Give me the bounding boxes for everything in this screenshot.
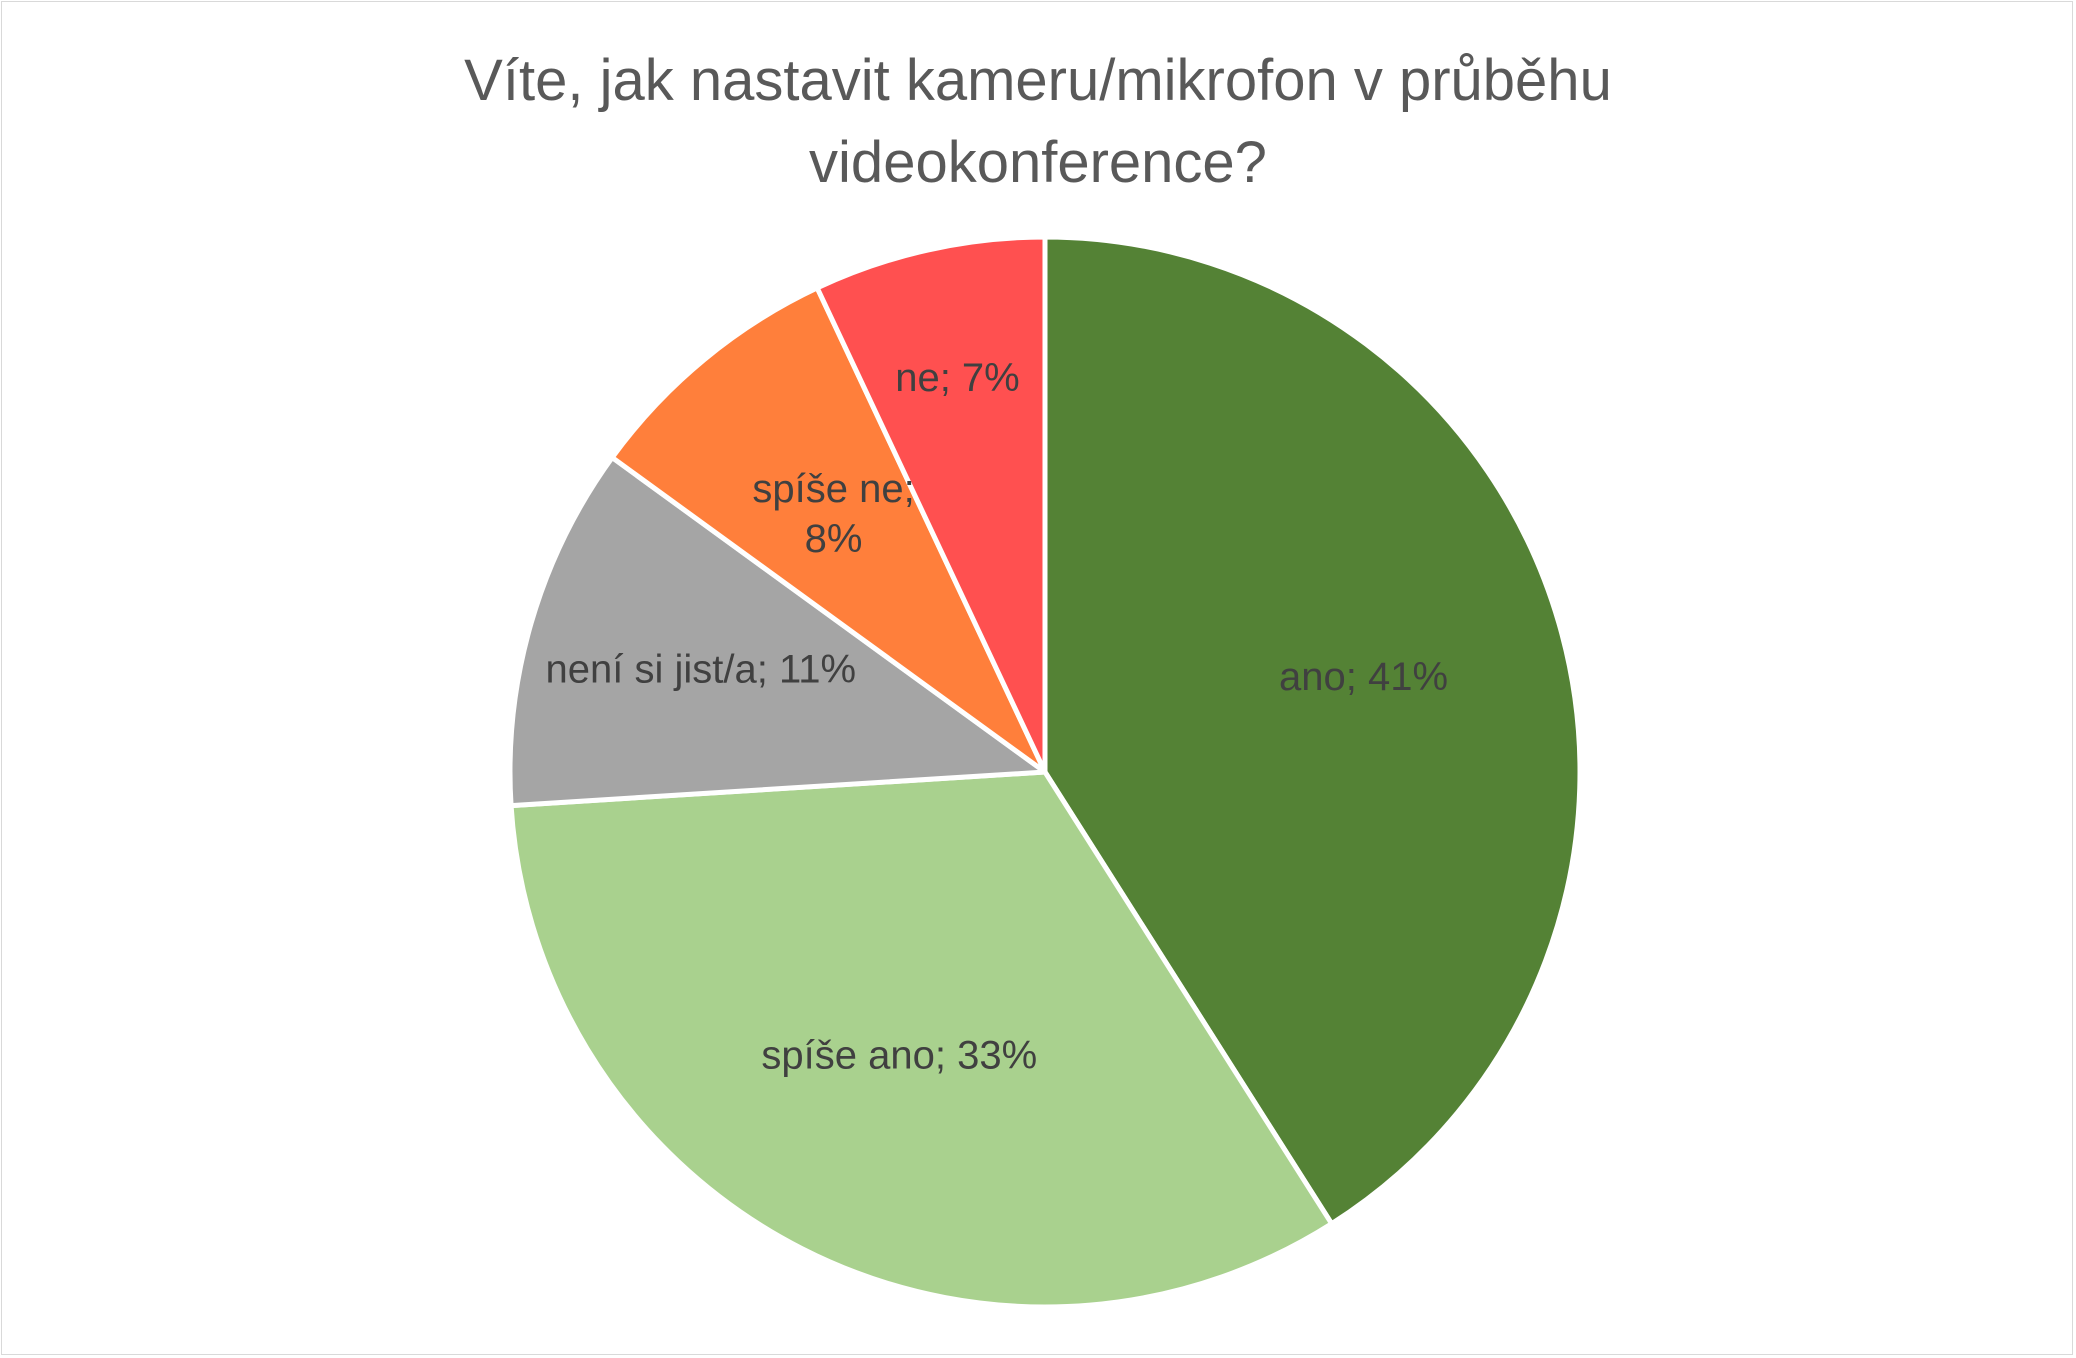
data-label-nen-si-jist-a: není si jist/a; 11% bbox=[546, 648, 857, 692]
pie-slice-sp-e-ano bbox=[508, 769, 1335, 1310]
data-label-sp-e-ne-line-2: 8% bbox=[805, 517, 863, 561]
chart-title-line-1: Víte, jak nastavit kameru/mikrofon v prů… bbox=[464, 48, 1612, 113]
pie-labels: ano; 41% spíše ano; 33% není si jist/a; 11… bbox=[546, 356, 1449, 1078]
data-label-ano: ano; 41% bbox=[1279, 655, 1448, 699]
pie-slice-ne bbox=[814, 234, 1048, 775]
pie-slices bbox=[507, 234, 1583, 1310]
pie-slice-nen-si-jist-a bbox=[507, 455, 1048, 809]
data-label-sp-e-ano: spíše ano; 33% bbox=[761, 1034, 1037, 1078]
chart-title-line-2: videokonference? bbox=[809, 130, 1267, 195]
pie-slice-sp-e-ne bbox=[609, 285, 1048, 775]
pie-slice-ano bbox=[1042, 234, 1583, 1227]
data-label-ne: ne; 7% bbox=[895, 356, 1020, 400]
data-label-sp-e-ne-line-1: spíše ne; bbox=[752, 467, 914, 511]
chart-title: Víte, jak nastavit kameru/mikrofon v prů… bbox=[238, 40, 1838, 204]
